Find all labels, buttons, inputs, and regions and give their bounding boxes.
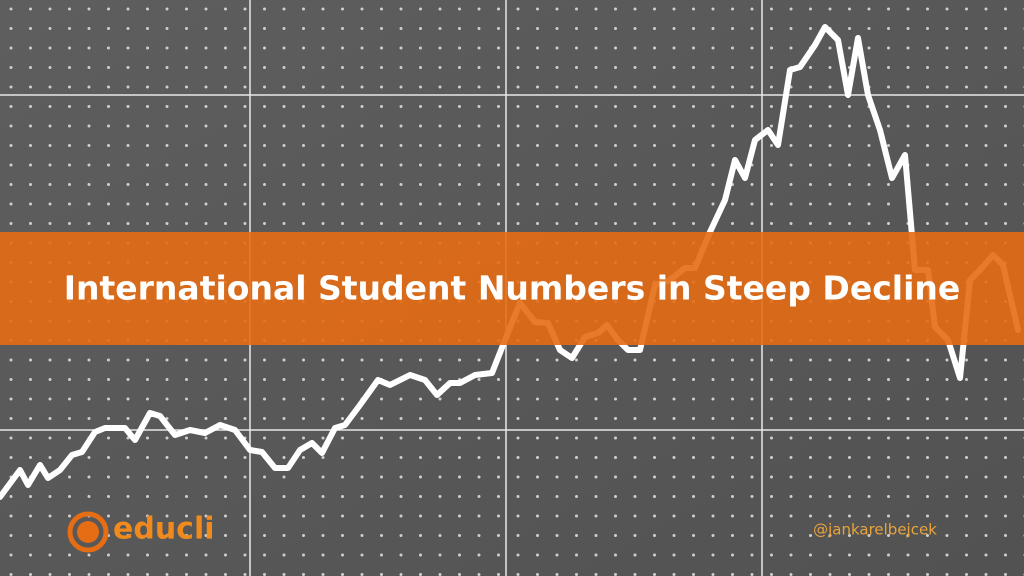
title-banner bbox=[0, 232, 1024, 345]
logo-name: educli bbox=[113, 512, 215, 547]
banner-title: International Student Numbers in Steep D… bbox=[64, 269, 961, 308]
logo-ring bbox=[67, 511, 109, 553]
logo-mark bbox=[77, 521, 99, 543]
logo: educli bbox=[67, 511, 215, 553]
credit: @jankarelbejcek bbox=[813, 521, 937, 539]
